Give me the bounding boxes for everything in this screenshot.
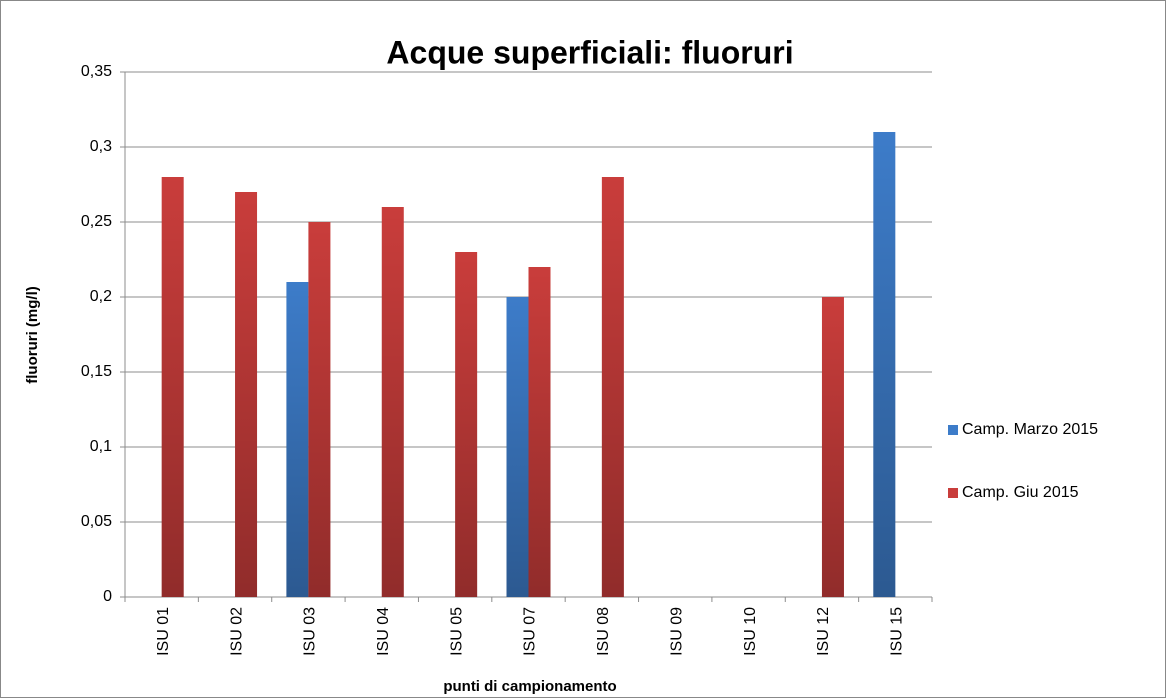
x-tick-label: ISU 15 (889, 607, 906, 656)
x-tick-label: ISU 04 (375, 607, 392, 656)
y-tick-label: 0 (103, 588, 112, 605)
x-tick-label: ISU 09 (668, 607, 685, 656)
y-tick-label: 0,2 (90, 288, 112, 305)
y-tick-label: 0,35 (81, 63, 112, 80)
x-axis-label: punti di campionamento (443, 678, 616, 695)
chart-title: Acque superficiali: fluoruri (386, 34, 793, 70)
bar (308, 222, 331, 597)
legend-label: Camp. Giu 2015 (962, 484, 1079, 501)
x-tick-label: ISU 10 (742, 607, 759, 656)
x-tick-label: ISU 02 (228, 607, 245, 656)
x-tick-label: ISU 12 (815, 607, 832, 656)
y-tick-label: 0,05 (81, 513, 112, 530)
bar (601, 177, 624, 597)
x-tick-label: ISU 01 (155, 607, 172, 656)
legend-swatch (948, 488, 958, 498)
y-tick-label: 0,15 (81, 363, 112, 380)
bar (528, 267, 551, 597)
bar (286, 282, 309, 597)
bar (161, 177, 184, 597)
bar (506, 297, 529, 597)
bar (873, 132, 896, 597)
x-tick-label: ISU 05 (448, 607, 465, 656)
bar (235, 192, 258, 597)
bar (821, 297, 844, 597)
bar (455, 252, 478, 597)
x-tick-label: ISU 07 (522, 607, 539, 656)
x-tick-label: ISU 03 (302, 607, 319, 656)
y-tick-label: 0,25 (81, 213, 112, 230)
x-tick-label: ISU 08 (595, 607, 612, 656)
y-tick-label: 0,1 (90, 438, 112, 455)
legend-label: Camp. Marzo 2015 (962, 421, 1098, 438)
legend-swatch (948, 425, 958, 435)
bar (381, 207, 404, 597)
y-axis-label: fluoruri (mg/l) (24, 286, 41, 384)
y-tick-label: 0,3 (90, 138, 112, 155)
